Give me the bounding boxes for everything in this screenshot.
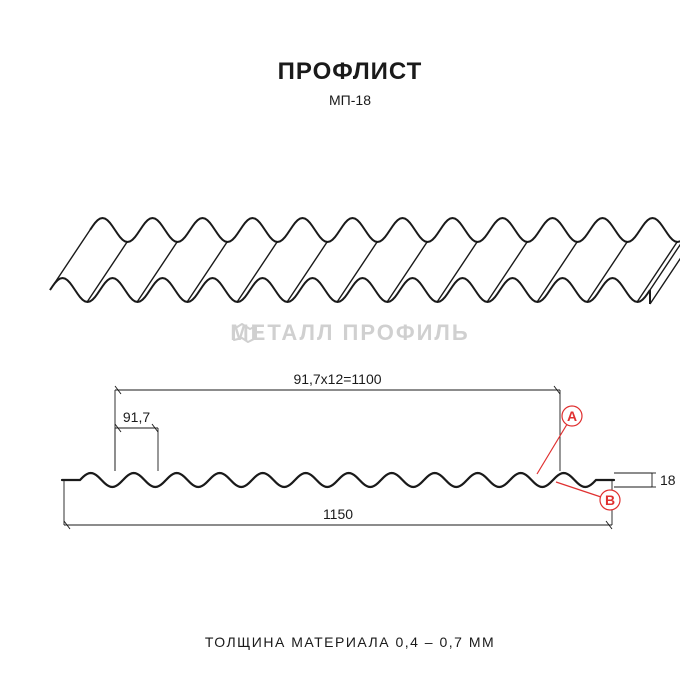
diagram-title: ПРОФЛИСТ xyxy=(0,58,700,86)
svg-text:B: B xyxy=(605,492,615,508)
cross-section-diagram: 91,7х12=1100 91,7 1150 18 A B xyxy=(20,370,680,550)
svg-text:91,7х12=1100: 91,7х12=1100 xyxy=(293,371,381,387)
material-thickness-note: ТОЛЩИНА МАТЕРИАЛА 0,4 – 0,7 ММ xyxy=(0,634,700,650)
svg-text:1150: 1150 xyxy=(323,506,353,522)
diagram-subtitle: МП-18 xyxy=(0,92,700,108)
svg-text:91,7: 91,7 xyxy=(123,409,150,425)
isometric-sheet-diagram xyxy=(40,140,680,330)
svg-text:18: 18 xyxy=(660,472,676,488)
svg-text:A: A xyxy=(567,408,577,424)
